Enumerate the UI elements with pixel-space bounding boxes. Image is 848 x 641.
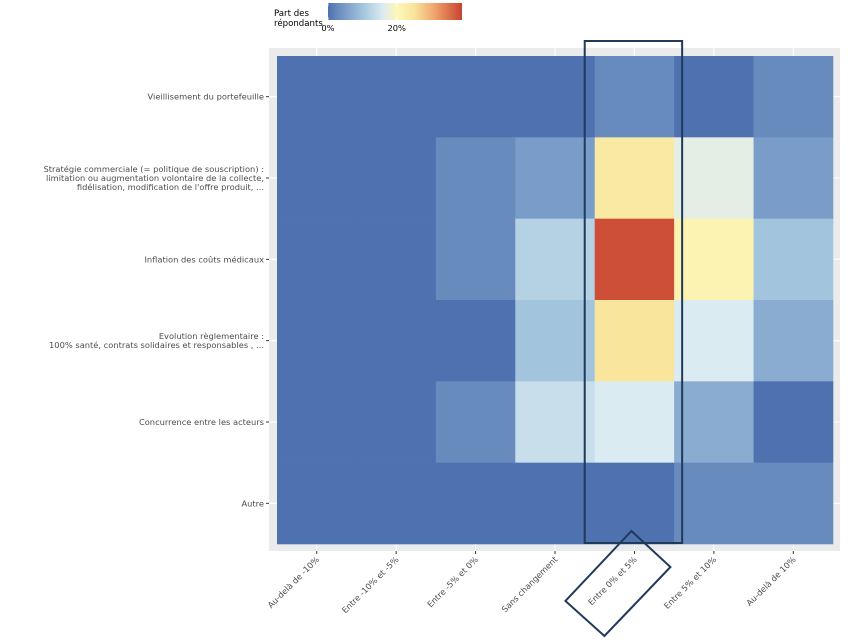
y-tick-label: limitation ou augmentation volontaire de…: [46, 173, 264, 183]
legend-colorbar: [328, 3, 462, 20]
heatmap-cell: [356, 381, 437, 463]
heatmap-cell: [594, 381, 675, 463]
y-tick-label: Vieillisement du portefeuille: [148, 92, 264, 102]
heatmap-cell: [356, 300, 437, 382]
y-tick-label: Stratégie commerciale (= politique de so…: [43, 164, 264, 174]
x-tick-label: Entre -5% et 0%: [425, 554, 480, 609]
heatmap-cell: [594, 300, 675, 382]
heatmap-cell: [674, 462, 754, 545]
x-axis: Au-delà de -10% Entre -10% et -5% Entre -5…: [265, 551, 798, 615]
x-tick-label: Entre 5% et 10%: [662, 554, 719, 611]
heatmap-cell: [277, 218, 357, 301]
legend-title-line-2: répondants: [274, 18, 323, 29]
legend-tick-label: 20%: [387, 23, 406, 33]
heatmap-cell: [435, 218, 516, 301]
heatmap-cell: [435, 137, 516, 219]
heatmap-cell: [674, 137, 754, 219]
color-legend: Part des répondants 0% 20%: [274, 3, 462, 33]
heatmap-cell: [753, 137, 834, 219]
y-tick-label: Autre: [241, 498, 264, 508]
heatmap-tiles: [277, 56, 834, 545]
y-tick-label: Inflation des coûts médicaux: [144, 254, 264, 264]
heatmap-cell: [674, 56, 754, 138]
heatmap-cell: [435, 300, 516, 382]
heatmap-cell: [753, 381, 834, 463]
heatmap-cell: [753, 218, 834, 301]
x-tick-label: Sans changement: [499, 554, 559, 614]
heatmap-cell: [515, 56, 596, 138]
heatmap-cell: [356, 137, 437, 219]
heatmap-cell: [356, 56, 437, 138]
heatmap-cell: [515, 137, 596, 219]
highlight-annotations: [563, 40, 684, 638]
y-tick-label: fidélisation, modification de l'offre pr…: [77, 182, 264, 192]
heatmap-cell: [674, 381, 754, 463]
heatmap-cell: [435, 381, 516, 463]
legend-ticks: 0% 20%: [321, 3, 406, 33]
heatmap-cell: [594, 137, 675, 219]
label-highlight-box: [563, 529, 672, 638]
legend-tick-label: 0%: [321, 23, 334, 33]
heatmap-cell: [277, 137, 357, 219]
heatmap-cell: [435, 56, 516, 138]
heatmap-cell: [435, 462, 516, 545]
heatmap-cell: [753, 462, 834, 545]
x-tick-label: Entre 0% et 5%: [586, 554, 639, 607]
heatmap-cell: [277, 462, 357, 545]
x-tick-label: Au-delà de -10%: [265, 554, 321, 610]
heatmap-cell: [515, 300, 596, 382]
heatmap-cell: [594, 218, 675, 301]
y-tick-label: Concurrence entre les acteurs: [139, 417, 264, 427]
heatmap-cell: [356, 218, 437, 301]
heatmap-cell: [515, 381, 596, 463]
legend-title-line-1: Part des: [274, 9, 309, 19]
column-highlight-box: [583, 40, 684, 544]
heatmap-cell: [594, 56, 675, 138]
heatmap-cell: [356, 462, 437, 545]
y-axis: Vieillisement du portefeuille Stratégie c…: [43, 92, 269, 508]
x-tick-label: Au-delà de 10%: [744, 554, 798, 608]
y-tick-label: Evolution règlementaire :: [159, 331, 264, 341]
heatmap-cell: [277, 300, 357, 382]
heatmap-cell: [277, 56, 357, 138]
heatmap-cell: [674, 300, 754, 382]
y-tick-label: 100% santé, contrats solidaires et respo…: [49, 340, 264, 350]
heatmap-cell: [515, 462, 596, 545]
heatmap-cell: [594, 462, 675, 545]
x-tick-label: Entre -10% et -5%: [340, 554, 401, 615]
heatmap-cell: [753, 300, 834, 382]
heatmap-cell: [515, 218, 596, 301]
heatmap-cell: [277, 381, 357, 463]
heatmap-cell: [753, 56, 834, 138]
heatmap-cell: [674, 218, 754, 301]
